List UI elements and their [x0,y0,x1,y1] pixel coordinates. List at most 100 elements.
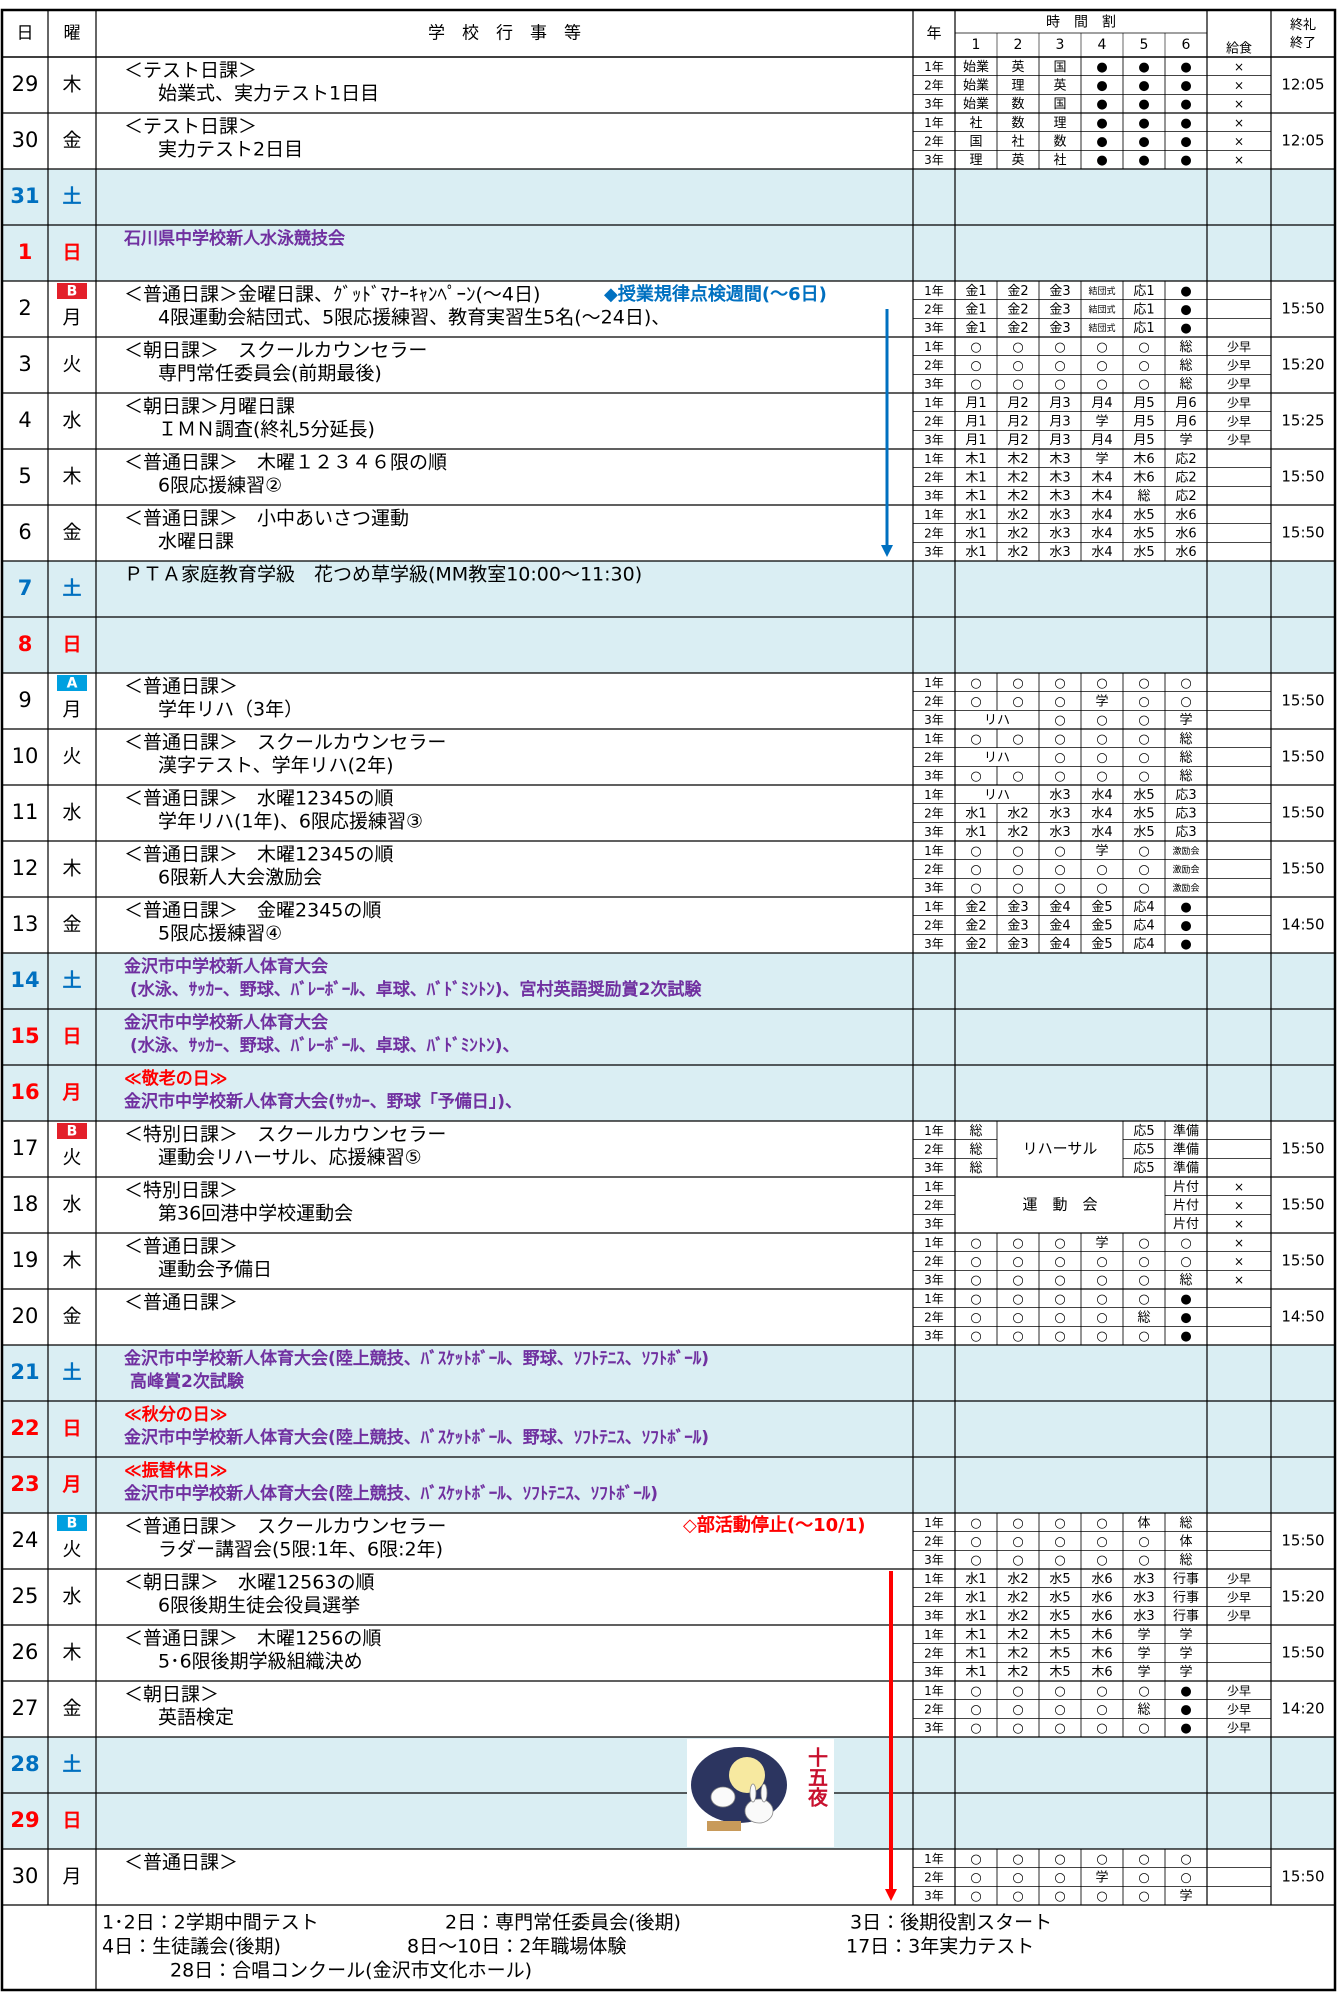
outer-border [0,8,1337,1992]
weekday: 木 [62,74,81,96]
period-text: ○ [1012,1292,1023,1307]
event-text: (水泳、ｻｯｶｰ、野球、ﾊﾞﾚｰﾎﾞｰﾙ、卓球、ﾊﾞﾄﾞﾐﾝﾄﾝ)、 [130,1035,520,1056]
end-time: 15:50 [1281,300,1324,318]
grade-label: 2年 [924,135,944,149]
period-text: ○ [1096,732,1107,747]
period-text: 水3 [1049,807,1070,822]
period-text: 金5 [1091,900,1112,915]
period-text: ○ [970,695,981,710]
period-text: ○ [1054,881,1065,896]
period-text: ● [1138,153,1149,168]
event-text: 英語検定 [158,1707,234,1729]
period-text: 準備 [1173,1142,1199,1158]
period-text: ● [1180,303,1191,318]
period-text: 水5 [1133,825,1154,840]
period-text: ○ [1012,676,1023,691]
period-text: ○ [1096,881,1107,896]
note: 1･2日：2学期中間テスト [102,1912,319,1934]
date: 22 [10,1416,39,1440]
period-text: ○ [1054,844,1065,859]
period-text: 学 [1095,843,1108,859]
period-text: 水1 [965,825,986,840]
grade-label: 2年 [924,807,944,821]
grade-label: 1年 [924,396,944,410]
lunch-text: × [1234,1217,1244,1231]
event-text: 運動会リハーサル、応援練習⑤ [158,1147,422,1169]
period-text: 水4 [1091,545,1112,560]
period-text: 総 [1179,1273,1192,1288]
period-text: 水4 [1091,807,1112,822]
period-text: ○ [1096,340,1107,355]
period-text: 金2 [965,900,986,915]
lunch-text: 少早 [1227,1703,1251,1717]
lunch-cell [1206,504,1272,524]
grade-label: 1年 [924,1236,944,1250]
rabbit-body [744,1798,774,1824]
grade-label: 1年 [924,1516,944,1530]
period-text: ○ [1138,713,1149,728]
weekday: 水 [62,802,81,824]
end-time: 14:20 [1281,1700,1324,1718]
period-text: ○ [970,732,981,747]
day-badge [57,675,87,691]
weekday: 金 [62,522,81,544]
event-text: 学年リハ（3年） [158,699,303,721]
event-text: ＜朝日課＞月曜日課 [124,396,295,418]
lunch-text: × [1234,97,1244,111]
period-text: 総 [1179,769,1192,784]
weekday: 土 [62,186,81,208]
day-badge-text: A [67,676,78,692]
period-text: 水1 [965,1609,986,1624]
lunch-text: × [1234,1255,1244,1269]
weekday: 水 [62,1586,81,1608]
period-text: ○ [1012,1703,1023,1718]
period-text: 数 [1011,97,1024,112]
lunch-text: × [1234,1199,1244,1213]
day-badge [57,283,87,299]
grade-label: 1年 [924,900,944,914]
period-text: 英 [1053,79,1066,94]
header-timetable: 時 間 割 [1046,15,1116,31]
period-text: 総 [1179,359,1192,374]
period-text: 水6 [1175,545,1196,560]
period-text: ○ [1012,1721,1023,1736]
weekday: 木 [62,1250,81,1272]
period-text: ○ [1096,1311,1107,1326]
period-text: ○ [970,1273,981,1288]
lunch-cell [1206,1120,1272,1140]
grade-label: 2年 [924,695,944,709]
weekday: 木 [62,858,81,880]
lunch-cell [1206,523,1272,543]
period-text: 水3 [1049,508,1070,523]
weekend-shade [2,953,1335,1009]
period-text: 金4 [1049,919,1070,934]
grade-label: 1年 [924,508,944,522]
event-text: 金沢市中学校新人体育大会(陸上競技、ﾊﾞｽｹｯﾄﾎﾞｰﾙ、野球、ｿﾌﾄﾃﾆｽ、ｿ… [124,1348,709,1369]
weekday: 水 [62,1194,81,1216]
lunch-cell [1206,299,1272,319]
period-text: 総 [1179,751,1192,766]
period-text: 木6 [1133,452,1154,467]
lunch-text: × [1234,135,1244,149]
period-text: 学 [1179,1627,1192,1643]
event-text: ＜普通日課＞ 水曜12345の順 [124,788,393,810]
period-text: 水2 [1007,1591,1028,1606]
period-text: ○ [1096,1255,1107,1270]
grade-label: 3年 [924,1889,944,1903]
event-text: ＜普通日課＞ [124,1292,238,1314]
period-text: 学 [1137,1627,1150,1643]
weekday: 土 [62,1754,81,1776]
period-text: ○ [970,881,981,896]
period-text: ○ [1054,377,1065,392]
period-text: 応2 [1175,489,1196,504]
period-text: ○ [1054,340,1065,355]
period-text: 木3 [1049,452,1070,467]
end-time: 12:05 [1281,132,1324,150]
period-text: 月6 [1175,415,1196,430]
period-text: 木1 [965,1628,986,1643]
period-text: ○ [1138,1889,1149,1904]
period-text: ● [1180,1721,1191,1736]
event-text: 金沢市中学校新人体育大会 [124,1012,329,1033]
period-text: 月1 [965,415,986,430]
grade-label: 3年 [924,1217,944,1231]
